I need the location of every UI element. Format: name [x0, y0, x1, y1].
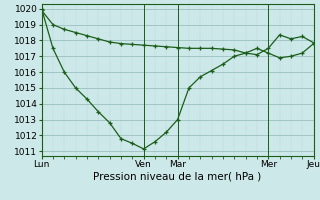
X-axis label: Pression niveau de la mer( hPa ): Pression niveau de la mer( hPa ): [93, 172, 262, 182]
